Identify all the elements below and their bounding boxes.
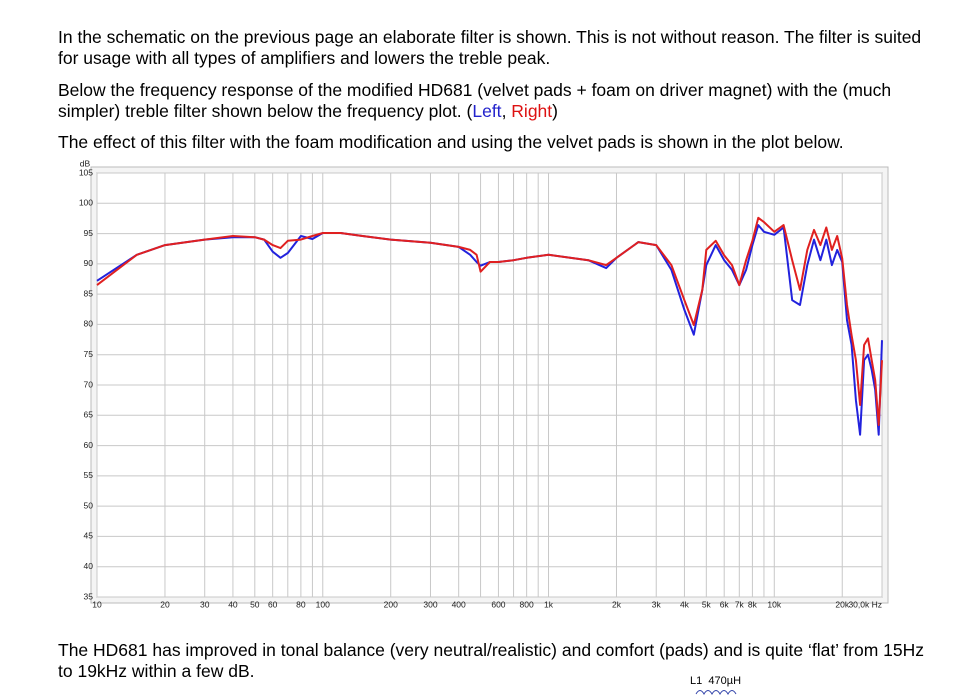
paragraph: The HD681 has improved in tonal balance … — [58, 640, 925, 681]
y-tick-label: 65 — [84, 410, 94, 420]
x-tick-label: 20 — [160, 599, 170, 609]
x-tick-label: 7k — [735, 599, 745, 609]
y-tick-label: 35 — [84, 591, 94, 601]
legend-left: Left — [472, 101, 502, 121]
x-tick-label: 1k — [544, 599, 554, 609]
y-tick-label: 90 — [84, 258, 94, 268]
x-tick-label: 50 — [250, 599, 260, 609]
text: , — [501, 101, 512, 121]
x-tick-label: 5k — [702, 599, 712, 609]
x-tick-label: 200 — [384, 599, 398, 609]
y-tick-label: 50 — [84, 500, 94, 510]
coil-symbol — [695, 690, 737, 695]
x-tick-label: 600 — [491, 599, 505, 609]
x-tick-label: 3k — [652, 599, 662, 609]
x-tick-label: 8k — [748, 599, 758, 609]
y-tick-label: 70 — [84, 379, 94, 389]
x-tick-label: 80 — [296, 599, 306, 609]
y-axis-label: dB — [80, 158, 91, 168]
x-tick-label: 2k — [612, 599, 622, 609]
legend-right: Right — [511, 101, 553, 121]
value: 470µH — [708, 675, 742, 687]
text: ) — [552, 101, 558, 121]
x-tick-label: 60 — [268, 599, 278, 609]
y-tick-label: 95 — [84, 228, 94, 238]
x-tick-label: 30,0k Hz — [848, 599, 882, 609]
y-tick-label: 60 — [84, 440, 94, 450]
y-tick-label: 105 — [79, 167, 93, 177]
paragraph: In the schematic on the previous page an… — [58, 27, 922, 68]
y-tick-label: 80 — [84, 319, 94, 329]
x-tick-label: 400 — [452, 599, 466, 609]
x-tick-label: 4k — [680, 599, 690, 609]
paragraph: The effect of this filter with the foam … — [58, 132, 844, 152]
ref: L1 — [690, 675, 703, 687]
y-tick-label: 45 — [84, 531, 94, 541]
x-tick-label: 40 — [228, 599, 238, 609]
y-tick-label: 55 — [84, 470, 94, 480]
x-tick-label: 10 — [92, 599, 102, 609]
y-tick-label: 100 — [79, 198, 93, 208]
y-tick-label: 40 — [84, 561, 94, 571]
x-tick-label: 6k — [720, 599, 730, 609]
x-tick-label: 30 — [200, 599, 210, 609]
y-tick-label: 75 — [84, 349, 94, 359]
x-tick-label: 300 — [423, 599, 437, 609]
x-tick-label: 100 — [316, 599, 330, 609]
x-tick-label: 800 — [520, 599, 534, 609]
x-tick-label: 20k — [835, 599, 849, 609]
text: Below the frequency response of the modi… — [58, 80, 892, 121]
y-tick-label: 85 — [84, 288, 94, 298]
schematic-label: L1 470µH — [690, 675, 741, 687]
series-line — [96, 216, 883, 426]
paragraph: Below the frequency response of the modi… — [58, 80, 938, 122]
x-tick-label: 10k — [767, 599, 781, 609]
